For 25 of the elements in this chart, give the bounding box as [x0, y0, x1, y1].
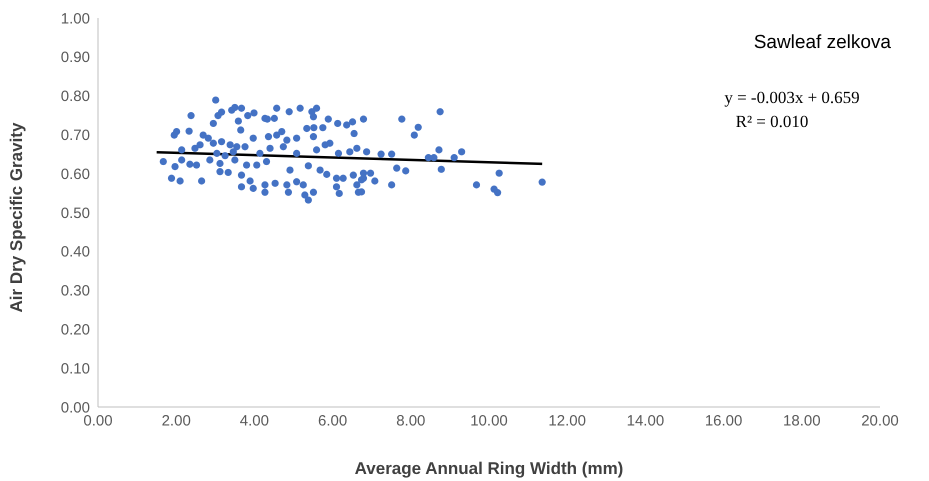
y-tick-label: 0.80 [60, 88, 90, 106]
annotation: R² = 0.010 [734, 112, 810, 132]
annotation: y = -0.003x + 0.659 [723, 88, 861, 108]
y-tick-label: 0.20 [60, 322, 90, 339]
x-tick-label: 16.00 [704, 412, 742, 430]
x-tick-label: 4.00 [240, 412, 269, 430]
x-tick-label: 20.00 [861, 412, 899, 430]
y-tick-label: 0.40 [60, 244, 90, 261]
y-tick-label: 1.00 [60, 10, 90, 28]
y-axis-title: Air Dry Specific Gravity [7, 122, 26, 312]
y-tick-label: 0.30 [60, 282, 90, 300]
annotation: Sawleaf zelkova [754, 32, 891, 54]
x-tick-label: 14.00 [626, 412, 664, 430]
y-tick-label: 0.90 [60, 49, 90, 66]
y-tick-label: 0.70 [60, 127, 90, 144]
x-tick-label: 10.00 [470, 412, 508, 430]
x-tick-label: 8.00 [396, 412, 426, 430]
y-tick-label: 0.10 [60, 360, 90, 378]
x-tick-label: 12.00 [548, 412, 586, 430]
x-tick-label: 6.00 [318, 412, 348, 430]
y-tick-label: 0.60 [60, 166, 90, 183]
x-axis-title: Average Annual Ring Width (mm) [354, 459, 624, 478]
x-tick-label: 2.00 [162, 412, 191, 430]
x-tick-label: 18.00 [783, 412, 821, 430]
y-tick-label: 0.50 [60, 204, 90, 222]
